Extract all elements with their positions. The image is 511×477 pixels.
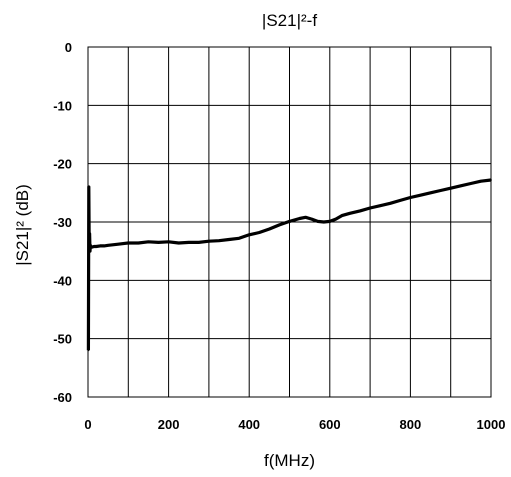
data-point — [449, 187, 452, 190]
data-point — [103, 245, 106, 247]
data-point — [268, 228, 271, 230]
x-tick-label: 600 — [319, 417, 341, 432]
data-point — [334, 218, 337, 220]
data-point — [228, 238, 230, 241]
chart-title: |S21|²-f — [262, 11, 317, 30]
data-point — [419, 194, 422, 197]
y-tick-label: -40 — [53, 273, 72, 288]
data-point — [379, 204, 382, 207]
data-point — [218, 239, 220, 242]
y-tick-label: -10 — [53, 98, 72, 113]
data-point — [349, 212, 351, 215]
data-point — [91, 246, 93, 248]
y-tick-label: -50 — [53, 332, 72, 347]
data-point — [187, 241, 190, 244]
y-axis-label: |S21|² (dB) — [13, 184, 32, 266]
data-point — [429, 191, 432, 194]
data-point — [258, 231, 261, 234]
data-point — [298, 217, 301, 220]
data-point — [93, 245, 95, 248]
data-point — [197, 241, 200, 244]
data-point — [459, 184, 462, 187]
data-point — [399, 199, 402, 202]
series-group — [86, 178, 492, 352]
data-point — [107, 244, 110, 247]
data-point — [238, 237, 241, 240]
x-tick-label: 200 — [158, 417, 180, 432]
y-tick-label: 0 — [65, 40, 72, 55]
data-point — [409, 196, 412, 199]
y-tick-labels: 0 -10 -20 -30 -40 -50 -60 — [53, 40, 72, 405]
x-tick-label: 400 — [238, 417, 260, 432]
data-point — [480, 180, 482, 183]
x-tick-label: 1000 — [477, 417, 506, 432]
data-point — [369, 207, 371, 209]
data-point — [95, 245, 97, 248]
data-point — [322, 221, 325, 223]
data-point — [304, 216, 307, 219]
data-point — [469, 182, 472, 185]
data-point — [389, 202, 392, 205]
y-tick-label: -60 — [53, 390, 72, 405]
x-tick-labels: 0 200 400 600 800 1000 — [84, 417, 505, 432]
data-point — [316, 220, 319, 223]
x-axis-label: f(MHz) — [264, 451, 315, 470]
data-point — [99, 245, 101, 247]
data-point — [117, 243, 120, 246]
data-point — [359, 210, 361, 212]
data-point — [208, 240, 210, 243]
x-tick-label: 800 — [400, 417, 422, 432]
data-point — [340, 214, 343, 217]
x-tick-label: 0 — [84, 417, 91, 432]
data-point — [278, 224, 281, 226]
y-tick-label: -30 — [53, 215, 72, 230]
data-point — [288, 220, 291, 223]
data-point — [328, 220, 331, 223]
data-point — [167, 240, 170, 243]
data-point — [127, 242, 130, 244]
data-point — [89, 244, 92, 247]
data-point — [157, 241, 160, 244]
data-point — [177, 242, 180, 244]
data-point — [439, 189, 442, 192]
data-point — [89, 250, 91, 253]
data-point — [137, 242, 140, 244]
data-point — [310, 218, 313, 220]
plot-frame — [87, 46, 492, 398]
data-point — [147, 240, 150, 243]
data-point — [248, 233, 251, 236]
data-point — [88, 232, 91, 235]
y-tick-label: -20 — [53, 157, 72, 172]
